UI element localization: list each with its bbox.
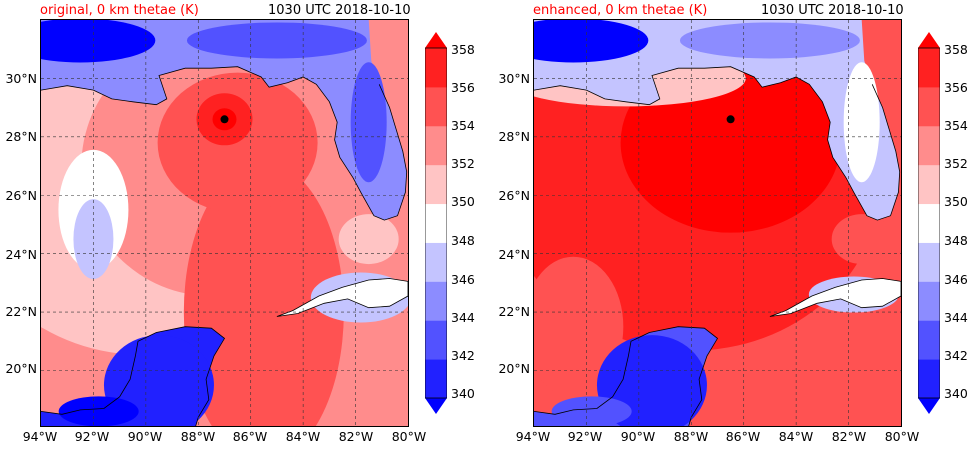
- colorbar-tick-label: 356: [451, 80, 475, 95]
- panel-title-field: original, 0 km thetae (K): [40, 3, 199, 18]
- panel-title-field: enhanced, 0 km thetae (K): [533, 3, 708, 18]
- colorbar-tick-label: 354: [451, 118, 475, 133]
- colorbar-tick-label: 358: [944, 42, 968, 57]
- lat-tick-label: 28°N: [498, 129, 530, 144]
- lon-tick-label: 80°W: [391, 429, 427, 444]
- colorbar-scale: [917, 32, 941, 414]
- colorbar-tick-label: 342: [944, 348, 968, 363]
- colorbar-tick-label: 342: [451, 348, 475, 363]
- colorbar-tick-label: 350: [944, 194, 968, 209]
- colorbar-tick-label: 344: [451, 310, 475, 325]
- lon-tick-label: 84°W: [778, 429, 814, 444]
- lat-tick-label: 20°N: [5, 361, 37, 376]
- lon-tick-label: 88°W: [673, 429, 709, 444]
- lat-tick-label: 30°N: [498, 71, 530, 86]
- lat-tick-label: 20°N: [498, 361, 530, 376]
- colorbar-tick-label: 354: [944, 118, 968, 133]
- colorbar-tick-label: 346: [451, 272, 475, 287]
- panel-title-time: 1030 UTC 2018-10-10: [761, 3, 904, 18]
- lon-tick-label: 94°W: [22, 429, 58, 444]
- colorbar-tick-label: 340: [451, 386, 475, 401]
- lon-tick-label: 94°W: [515, 429, 551, 444]
- lat-tick-label: 26°N: [5, 188, 37, 203]
- lon-tick-label: 80°W: [884, 429, 920, 444]
- colorbar-tick-label: 352: [451, 156, 475, 171]
- colorbar-tick-label: 348: [944, 233, 968, 248]
- lon-tick-label: 86°W: [232, 429, 268, 444]
- colorbar-tick-label: 344: [944, 310, 968, 325]
- lon-tick-label: 86°W: [725, 429, 761, 444]
- lon-tick-label: 90°W: [620, 429, 656, 444]
- colorbar-tick-label: 346: [944, 272, 968, 287]
- colorbar-original: [424, 32, 448, 418]
- colorbar-tick-label: 340: [944, 386, 968, 401]
- map-original[interactable]: [40, 19, 409, 427]
- lon-tick-label: 90°W: [127, 429, 163, 444]
- colorbar-enhanced: [917, 32, 941, 418]
- colorbar-scale: [424, 32, 448, 414]
- lon-tick-label: 82°W: [831, 429, 867, 444]
- map-canvas: [41, 20, 408, 426]
- lat-tick-label: 24°N: [498, 247, 530, 262]
- lat-tick-label: 26°N: [498, 188, 530, 203]
- storm-center-marker: [726, 115, 735, 124]
- storm-center-marker: [220, 115, 229, 124]
- lat-tick-label: 28°N: [5, 129, 37, 144]
- colorbar-tick-label: 356: [944, 80, 968, 95]
- lon-tick-label: 88°W: [180, 429, 216, 444]
- lon-tick-label: 92°W: [74, 429, 110, 444]
- map-canvas: [534, 20, 901, 426]
- lat-tick-label: 30°N: [5, 71, 37, 86]
- lon-tick-label: 92°W: [567, 429, 603, 444]
- colorbar-tick-label: 358: [451, 42, 475, 57]
- colorbar-tick-label: 350: [451, 194, 475, 209]
- colorbar-tick-label: 348: [451, 233, 475, 248]
- map-enhanced[interactable]: [533, 19, 902, 427]
- lat-tick-label: 22°N: [5, 304, 37, 319]
- lat-tick-label: 22°N: [498, 304, 530, 319]
- lat-tick-label: 24°N: [5, 247, 37, 262]
- panel-title-time: 1030 UTC 2018-10-10: [268, 3, 411, 18]
- colorbar-tick-label: 352: [944, 156, 968, 171]
- lon-tick-label: 84°W: [285, 429, 321, 444]
- lon-tick-label: 82°W: [338, 429, 374, 444]
